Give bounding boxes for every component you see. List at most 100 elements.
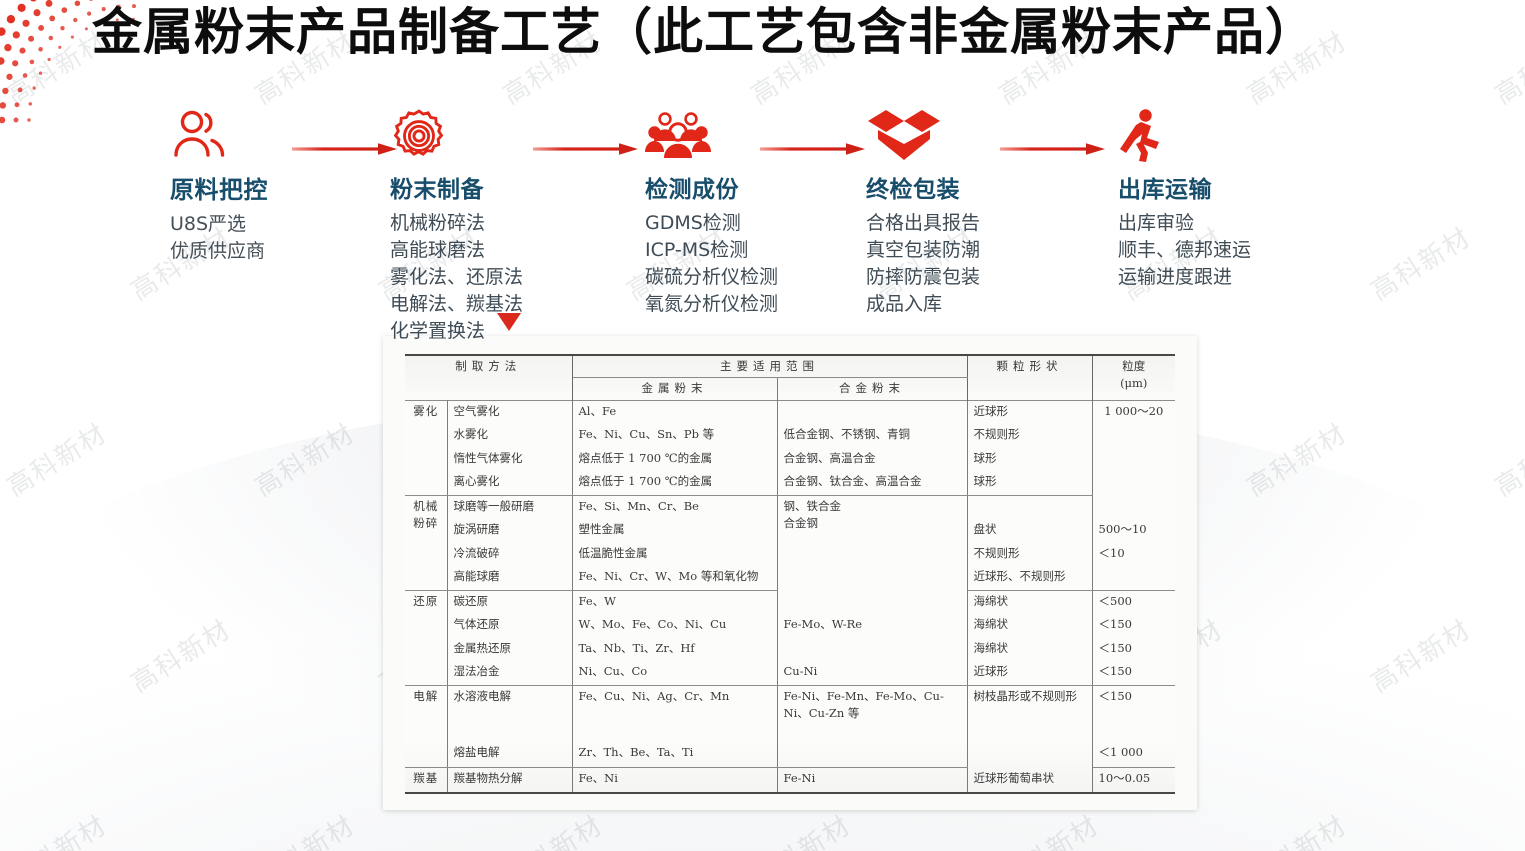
flow-step-heading: 终检包装 [866, 177, 960, 203]
cell-shape: 近球形 [967, 661, 1093, 686]
group-label: 电解 [405, 685, 448, 769]
cell-metal: Ni、Cu、Co [572, 661, 778, 686]
cell-alloy: Cu-Ni [777, 661, 968, 686]
cell-size [1092, 495, 1175, 519]
flow-step-heading: 检测成份 [645, 177, 739, 203]
header-method: 制取方法 [405, 353, 573, 401]
header-size-unit: (μm) [1120, 376, 1148, 391]
flow-arrow-2 [533, 142, 641, 156]
watermark-text: 高科新材 [743, 805, 858, 851]
table-row: 离心雾化 熔点低于 1 700 ℃的金属 合金钢、钛合金、高温合金 球形 [405, 471, 1175, 496]
watermark-text: 高科新材 [1489, 418, 1525, 504]
flow-step-line: U8S严选 [170, 213, 247, 235]
open-box-icon [866, 108, 980, 164]
flow-step-lines: GDMS检测 ICP-MS检测 碳硫分析仪检测 氧氮分析仪检测 [645, 210, 778, 318]
cell-alloy: 合金钢、钛合金、高温合金 [777, 471, 968, 496]
cell-method: 金属热还原 [447, 637, 573, 662]
cell-alloy: 钢、铁合金 合金钢 [777, 495, 968, 543]
flow-step-outbound-transport[interactable]: 出库运输 出库审验 顺丰、德邦速运 运输进度跟进 [1118, 108, 1251, 291]
cell-shape: 盘状 [967, 519, 1093, 543]
watermark-text: 高科新材 [991, 805, 1106, 851]
cell-method: 水雾化 [447, 424, 573, 448]
watermark-text: 高科新材 [0, 805, 113, 851]
cell-metal: 熔点低于 1 700 ℃的金属 [572, 471, 778, 496]
cell-alloy [777, 590, 968, 615]
flow-step-lines: 出库审验 顺丰、德邦速运 运输进度跟进 [1118, 210, 1251, 291]
watermark-text: 高科新材 [249, 418, 361, 504]
cell-shape: 树枝晶形或不规则形 [967, 685, 1093, 768]
watermark-text: 高科新材 [495, 805, 610, 851]
flow-step-heading: 出库运输 [1118, 177, 1212, 203]
powder-method-table-panel: 制取方法 主要适用范围 颗粒形状 粒度 (μm) 金属粉末 合金粉末 [383, 336, 1197, 810]
cell-alloy-line: 合金钢 [783, 516, 819, 531]
cell-alloy [777, 728, 968, 769]
watermark-text: 高科新材 [247, 805, 362, 851]
cell-shape: 海绵状 [967, 614, 1093, 638]
gear-icon [390, 108, 523, 164]
cell-method: 冷流破碎 [447, 542, 573, 567]
cell-size [1092, 566, 1175, 591]
process-flow: 原料把控 U8S严选 优质供应商 [0, 108, 1525, 342]
table-row: 雾化 空气雾化 Al、Fe 近球形 1 000～20 [405, 399, 1175, 496]
table-row: 机械粉碎 球磨等一般研磨 Fe、Si、Mn、Cr、Be 钢、铁合金 合金钢 [405, 495, 1175, 591]
cell-method: 旋涡研磨 [447, 519, 573, 543]
cell-method: 高能球磨 [447, 566, 573, 591]
cell-method: 熔盐电解 [447, 728, 573, 769]
cell-metal: Fe、Cu、Ni、Ag、Cr、Mn [572, 685, 778, 729]
flow-step-line: 运输进度跟进 [1118, 265, 1233, 288]
page-title: 金属粉末产品制备工艺（此工艺包含非金属粉末产品） [92, 3, 1316, 61]
flow-step-heading: 粉末制备 [390, 177, 484, 203]
group-label: 羰基 [405, 767, 448, 795]
watermark-text: 高科新材 [1489, 26, 1525, 112]
cell-size: 1 000～20 [1092, 399, 1175, 496]
flow-step-final-inspection-packing[interactable]: 终检包装 合格出具报告 真空包装防潮 防摔防震包装 成品入库 [866, 108, 980, 318]
group-label: 雾化 [405, 399, 448, 496]
cell-metal: Fe、Ni、Cr、W、Mo 等和氧化物 [572, 566, 778, 591]
flow-step-heading: 原料把控 [170, 176, 268, 204]
cell-size: 500～10 [1098, 522, 1147, 537]
cell-size: ＜150 [1098, 640, 1132, 655]
table-row: 湿法冶金 Ni、Cu、Co Cu-Ni 近球形 ＜150 [405, 661, 1175, 686]
table-row: 羰基 羰基物热分解 Fe、Ni Fe-Ni 近球形葡萄串状 10～0.05 [405, 767, 1175, 795]
cell-shape: 海绵状 [967, 637, 1093, 662]
cell-shape: 不规则形 [967, 424, 1093, 448]
powder-method-table: 制取方法 主要适用范围 颗粒形状 粒度 (μm) 金属粉末 合金粉末 [405, 353, 1175, 795]
table-row: 电解 水溶液电解 Fe、Cu、Ni、Ag、Cr、Mn Fe-Ni、Fe-Mn、F… [405, 685, 1175, 769]
cell-metal: Fe、Ni [572, 767, 778, 795]
cell-method: 碳还原 [447, 590, 573, 615]
watermark-text: 高科新材 [1, 418, 113, 504]
flow-step-line: 出库审验 [1118, 212, 1195, 234]
running-person-icon [1118, 108, 1251, 164]
header-scope: 主要适用范围 [572, 354, 968, 379]
flow-step-composition-test[interactable]: 检测成份 GDMS检测 ICP-MS检测 碳硫分析仪检测 氧氮分析仪检测 [645, 108, 778, 318]
watermark-text: 高科新材 [1239, 805, 1354, 851]
cell-shape: 不规则形 [967, 542, 1093, 567]
table-row: 水雾化 Fe、Ni、Cu、Sn、Pb 等 低合金钢、不锈钢、青铜 不规则形 [405, 424, 1175, 448]
header-metal-powder: 金属粉末 [572, 377, 778, 401]
cell-metal: W、Mo、Fe、Co、Ni、Cu [572, 614, 778, 638]
watermark-text: 高科新材 [1365, 614, 1477, 700]
cell-shape [967, 495, 1093, 520]
flow-step-line: 机械粉碎法 [390, 212, 486, 234]
table-header-row-1: 制取方法 主要适用范围 颗粒形状 粒度 (μm) [405, 353, 1175, 401]
header-size-label: 粒度 [1122, 359, 1146, 373]
flow-step-raw-material[interactable]: 原料把控 U8S严选 优质供应商 [170, 108, 268, 265]
cell-metal: Fe、Si、Mn、Cr、Be [572, 495, 778, 520]
cell-size: ＜150 [1098, 617, 1132, 632]
flow-arrow-4 [1000, 142, 1108, 156]
two-people-outline-icon [170, 108, 268, 164]
cell-size: ＜150 [1098, 688, 1132, 703]
table-row: 冷流破碎 低温脆性金属 不规则形 ＜10 [405, 542, 1175, 591]
cell-method: 湿法冶金 [447, 661, 573, 686]
cell-shape: 近球形葡萄串状 [967, 767, 1093, 795]
flow-arrow-3 [760, 142, 868, 156]
powder-method-table-scan: 制取方法 主要适用范围 颗粒形状 粒度 (μm) 金属粉末 合金粉末 [405, 353, 1175, 795]
cell-shape: 近球形、不规则形 [967, 566, 1093, 591]
flow-step-line: 氧氮分析仪检测 [645, 292, 779, 315]
flow-step-powder-prep[interactable]: 粉末制备 机械粉碎法 高能球磨法 雾化法、还原法 电解法、羰基法 化学置换法 [390, 108, 523, 345]
cell-size: 10～0.05 [1092, 767, 1175, 795]
watermark-text: 高科新材 [1241, 418, 1353, 504]
flow-step-line: 雾化法、还原法 [390, 265, 524, 288]
down-triangle-icon [496, 312, 522, 337]
